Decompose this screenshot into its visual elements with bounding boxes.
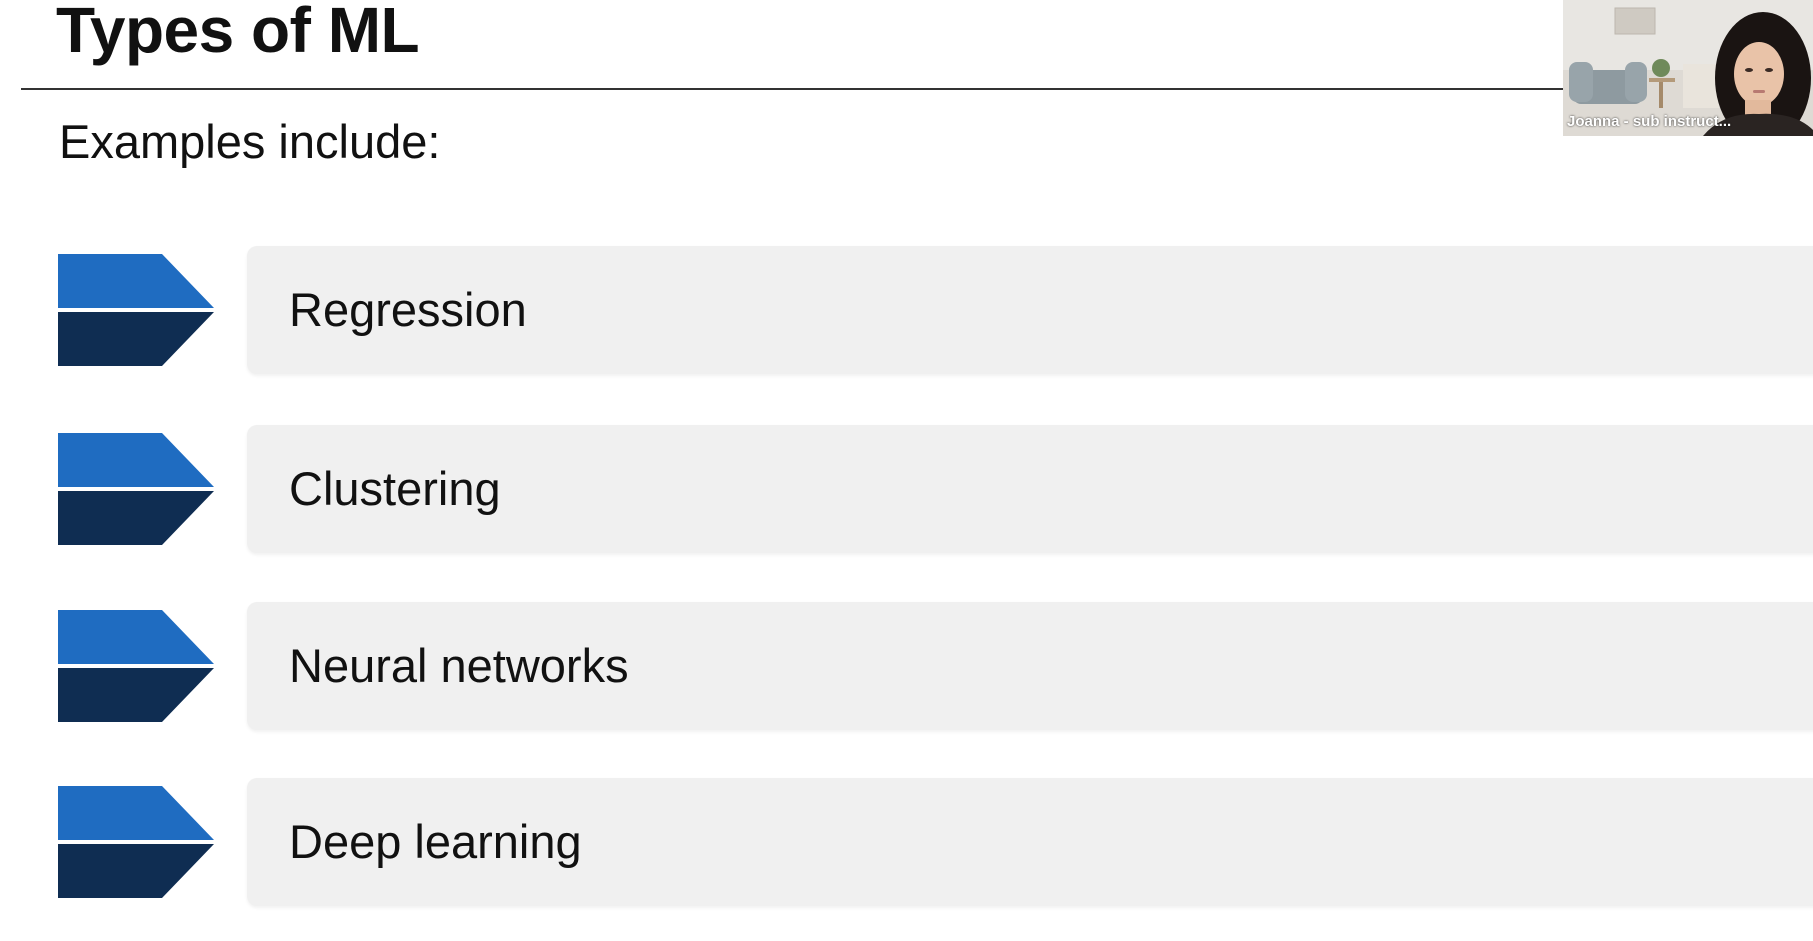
list-item-box: Deep learning: [247, 778, 1813, 906]
chevron-arrow-icon: [58, 610, 214, 722]
participant-name-label: Joanna - sub instruct...: [1567, 113, 1732, 130]
participant-video-tile[interactable]: Joanna - sub instruct...: [1563, 0, 1813, 136]
list-item-box: Clustering: [247, 425, 1813, 553]
chevron-arrow-icon: [58, 786, 214, 898]
slide-subtitle: Examples include:: [59, 115, 441, 168]
list-item-label: Regression: [289, 283, 527, 336]
list-item: Deep learning: [0, 778, 1813, 908]
chevron-arrow-icon: [58, 254, 214, 366]
list-item: Regression: [0, 246, 1813, 376]
chevron-arrow-icon: [58, 433, 214, 545]
list-item: Clustering: [0, 425, 1813, 555]
title-divider: [21, 88, 1563, 90]
list-item-box: Regression: [247, 246, 1813, 374]
list-item-box: Neural networks: [247, 602, 1813, 730]
list-item-label: Clustering: [289, 462, 501, 515]
slide-title: Types of ML: [56, 0, 420, 66]
list-item-label: Deep learning: [289, 815, 582, 868]
participant-video-feed: [1563, 0, 1813, 136]
list-item: Neural networks: [0, 602, 1813, 732]
list-item-label: Neural networks: [289, 639, 629, 692]
